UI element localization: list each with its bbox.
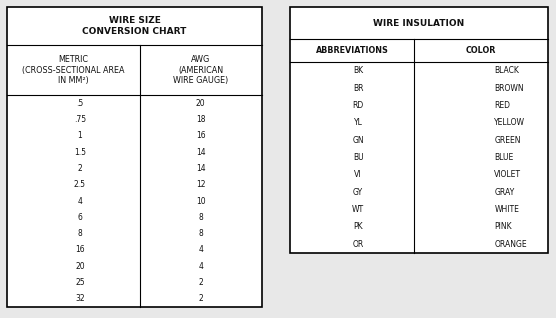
Text: 1: 1 [77, 131, 82, 140]
Text: RED: RED [494, 101, 510, 110]
Bar [290, 7, 548, 253]
Text: .75: .75 [74, 115, 86, 124]
Text: 8: 8 [198, 229, 203, 238]
Text: OR: OR [353, 240, 364, 249]
Text: 4: 4 [198, 262, 203, 271]
Text: BLACK: BLACK [494, 66, 519, 75]
Text: COLOR: COLOR [466, 46, 496, 55]
Text: 2.5: 2.5 [74, 180, 86, 189]
Text: 6: 6 [77, 213, 82, 222]
Text: AWG
(AMERICAN
WIRE GAUGE): AWG (AMERICAN WIRE GAUGE) [173, 55, 229, 85]
Text: 18: 18 [196, 115, 206, 124]
Text: BR: BR [353, 84, 364, 93]
Text: 14: 14 [196, 148, 206, 156]
Text: YL: YL [354, 118, 363, 127]
Text: .5: .5 [76, 99, 83, 108]
Text: BK: BK [353, 66, 363, 75]
Text: 12: 12 [196, 180, 206, 189]
Text: ABBREVIATIONS: ABBREVIATIONS [315, 46, 388, 55]
Text: 8: 8 [77, 229, 82, 238]
Bar [7, 7, 262, 307]
Text: 14: 14 [196, 164, 206, 173]
Text: BLUE: BLUE [494, 153, 514, 162]
Text: 4: 4 [198, 245, 203, 254]
Text: RD: RD [353, 101, 364, 110]
Text: WIRE SIZE
CONVERSION CHART: WIRE SIZE CONVERSION CHART [82, 16, 187, 36]
Text: PK: PK [353, 223, 363, 232]
Text: VI: VI [354, 170, 362, 179]
Text: YELLOW: YELLOW [494, 118, 525, 127]
Text: 25: 25 [75, 278, 85, 287]
Text: WHITE: WHITE [494, 205, 519, 214]
Text: 2: 2 [198, 294, 203, 303]
Text: 20: 20 [196, 99, 206, 108]
Text: METRIC
(CROSS-SECTIONAL AREA
IN MM²): METRIC (CROSS-SECTIONAL AREA IN MM²) [22, 55, 125, 85]
Text: GREEN: GREEN [494, 136, 521, 145]
Text: WIRE INSULATION: WIRE INSULATION [374, 18, 465, 27]
Text: 20: 20 [75, 262, 85, 271]
Text: 32: 32 [75, 294, 85, 303]
Text: 2: 2 [77, 164, 82, 173]
Text: 10: 10 [196, 197, 206, 205]
Text: 16: 16 [196, 131, 206, 140]
Text: BU: BU [353, 153, 364, 162]
Text: 2: 2 [198, 278, 203, 287]
Text: GN: GN [353, 136, 364, 145]
Text: BROWN: BROWN [494, 84, 524, 93]
Text: PINK: PINK [494, 223, 512, 232]
Text: 8: 8 [198, 213, 203, 222]
Text: 16: 16 [75, 245, 85, 254]
Text: VIOLET: VIOLET [494, 170, 522, 179]
Text: WT: WT [352, 205, 364, 214]
Text: ORANGE: ORANGE [494, 240, 527, 249]
Text: 4: 4 [77, 197, 82, 205]
Text: GRAY: GRAY [494, 188, 515, 197]
Text: 1.5: 1.5 [74, 148, 86, 156]
Text: GY: GY [353, 188, 363, 197]
